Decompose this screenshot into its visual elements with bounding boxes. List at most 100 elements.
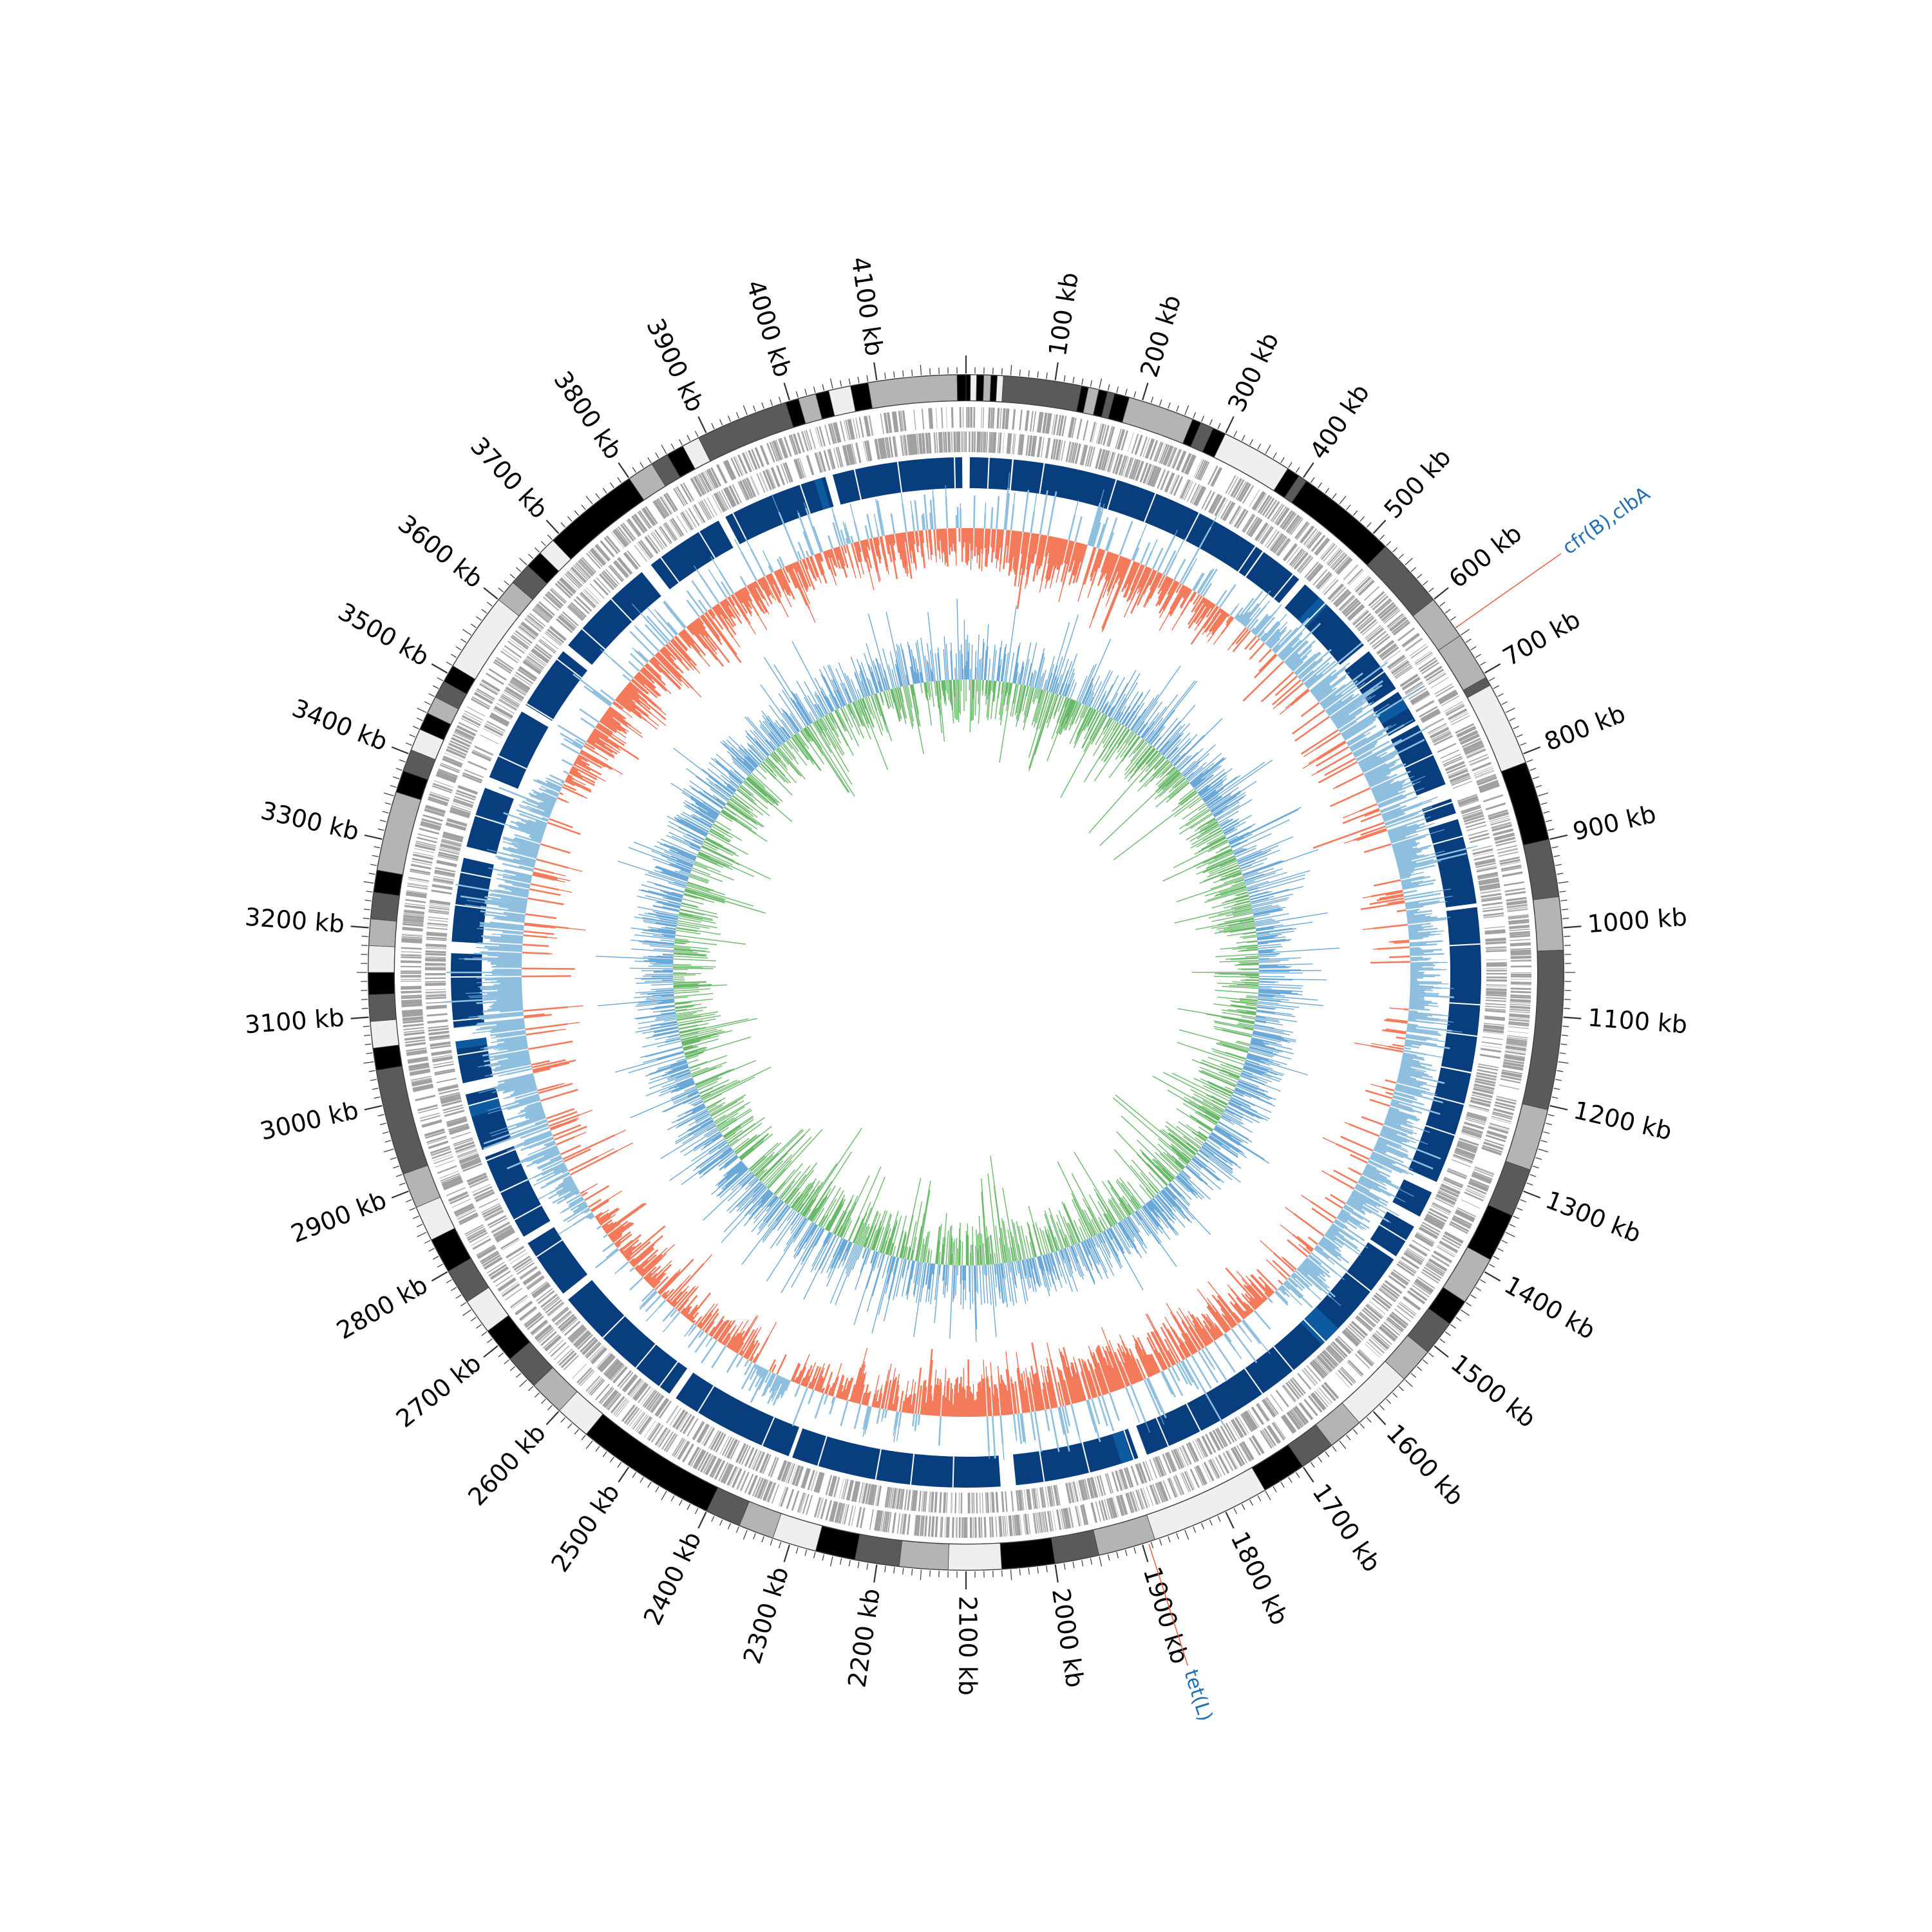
- scale-tick: [1461, 1309, 1470, 1316]
- cds-feature: [1378, 641, 1395, 655]
- cds-feature: [1348, 1359, 1364, 1376]
- cds-feature: [956, 431, 957, 453]
- cds-feature: [1437, 743, 1457, 753]
- cds-feature: [1443, 1178, 1463, 1189]
- scale-tick: [1410, 1372, 1416, 1378]
- scale-label: 2700 kb: [391, 1349, 487, 1433]
- cds-feature: [1155, 442, 1164, 462]
- cds-feature: [1169, 474, 1178, 494]
- scale-tick: [1493, 1256, 1500, 1260]
- scale-tick: [1037, 371, 1039, 378]
- cds-feature: [1141, 1488, 1148, 1508]
- gc-spike: [1430, 1037, 1439, 1040]
- cds-feature: [1193, 486, 1204, 506]
- scale-tick: [519, 558, 527, 565]
- cds-feature: [1470, 1101, 1490, 1108]
- cds-feature: [461, 716, 480, 726]
- cds-feature: [1509, 1015, 1530, 1019]
- cds-feature: [1264, 499, 1277, 518]
- scale-tick: [1398, 1386, 1404, 1392]
- cds-feature: [1371, 633, 1389, 648]
- cds-feature: [1105, 451, 1112, 471]
- cds-feature: [1473, 1171, 1493, 1180]
- cds-feature: [1071, 417, 1077, 439]
- cds-feature: [1392, 663, 1410, 676]
- cds-feature: [1486, 946, 1507, 949]
- gc-spike: [1439, 1019, 1448, 1021]
- cds-feature: [1365, 626, 1383, 640]
- cds-feature: [1473, 768, 1493, 776]
- cds-feature: [1347, 1361, 1362, 1377]
- cds-feature: [1083, 445, 1088, 466]
- cds-feature: [405, 898, 426, 904]
- scale-tick: [476, 1324, 482, 1329]
- cds-feature: [1405, 638, 1423, 652]
- cds-feature: [1229, 506, 1240, 524]
- cds-feature: [896, 1513, 901, 1534]
- scale-tick: [1124, 1549, 1128, 1557]
- cds-feature: [1462, 739, 1481, 748]
- cds-feature: [1345, 601, 1361, 618]
- cds-feature: [1482, 794, 1503, 802]
- scale-tick: [1561, 909, 1568, 911]
- cds-feature: [1500, 1078, 1521, 1084]
- cds-feature: [1209, 1432, 1220, 1451]
- cds-feature: [1484, 1016, 1506, 1019]
- cds-feature: [1485, 999, 1506, 1002]
- cds-feature: [906, 1514, 911, 1535]
- gc-spike: [1285, 1207, 1294, 1214]
- cds-feature: [991, 1516, 994, 1538]
- cds-feature: [1264, 529, 1278, 547]
- cds-feature: [993, 432, 996, 453]
- cds-feature: [1455, 1211, 1475, 1222]
- cds-feature: [595, 1383, 610, 1401]
- cds-feature: [1475, 1078, 1496, 1084]
- scale-label: 700 kb: [1498, 605, 1585, 671]
- scale-tick: [1359, 516, 1365, 522]
- cds-feature: [1270, 503, 1283, 522]
- cds-feature: [1441, 1184, 1461, 1194]
- cds-feature: [1080, 444, 1086, 465]
- cds-feature: [1294, 521, 1309, 539]
- cds-feature: [1150, 440, 1159, 460]
- cds-feature: [1509, 927, 1530, 930]
- cds-feature: [1463, 740, 1482, 750]
- cds-feature: [408, 876, 430, 882]
- cds-feature: [1292, 551, 1306, 568]
- scale-label: 3400 kb: [289, 694, 392, 757]
- gc-spike: [1077, 583, 1084, 602]
- scale-tick: [390, 1157, 397, 1160]
- cds-feature: [1491, 1117, 1511, 1124]
- gc-bar: [1039, 490, 1048, 535]
- scale-tick: [920, 1569, 922, 1580]
- cds-feature: [1473, 1086, 1494, 1092]
- gc-bar: [1408, 1007, 1430, 1011]
- cds-feature: [1195, 1466, 1206, 1486]
- cds-feature: [1435, 1196, 1455, 1206]
- cds-feature: [1429, 1208, 1449, 1219]
- cds-feature: [1072, 1481, 1078, 1502]
- cds-feature: [1229, 506, 1241, 525]
- cds-feature: [1450, 1220, 1470, 1232]
- scale-tick: [602, 488, 607, 494]
- cds-feature: [840, 421, 846, 442]
- cds-feature: [1316, 539, 1331, 556]
- scale-tick: [1257, 1495, 1262, 1502]
- cds-feature: [1479, 884, 1501, 889]
- gc-bar: [1273, 1252, 1295, 1273]
- cds-feature: [428, 1141, 449, 1149]
- cds-feature: [1278, 539, 1291, 557]
- cds-feature: [904, 1489, 908, 1510]
- scale-tick: [1133, 391, 1137, 398]
- cds-feature: [1494, 1104, 1515, 1112]
- cds-feature: [974, 1517, 976, 1538]
- cds-feature: [1036, 436, 1042, 457]
- cds-feature: [1163, 445, 1173, 466]
- cds-feature: [425, 963, 446, 964]
- cds-feature: [428, 916, 449, 920]
- cds-feature: [1486, 1131, 1507, 1139]
- scale-tick: [783, 1544, 790, 1562]
- gc-spike: [1140, 524, 1147, 540]
- cds-feature: [943, 431, 945, 453]
- gc-bar: [1068, 514, 1076, 541]
